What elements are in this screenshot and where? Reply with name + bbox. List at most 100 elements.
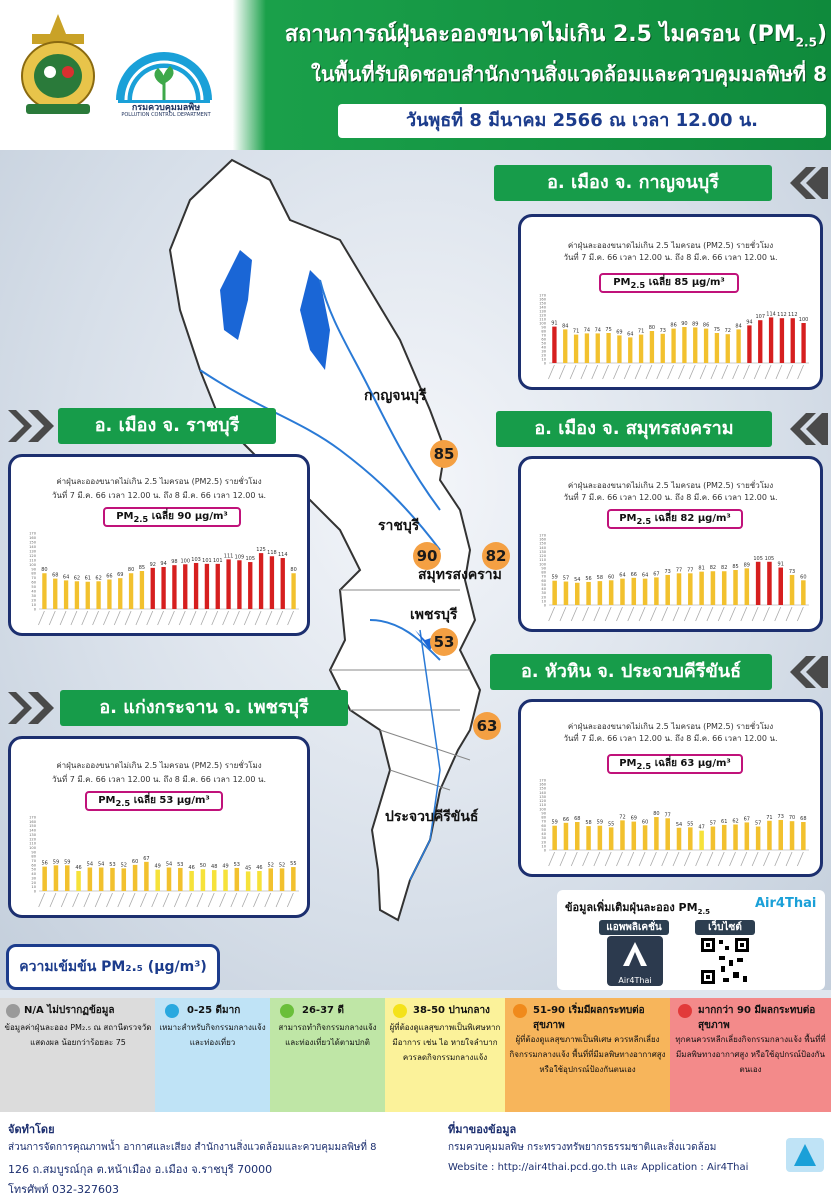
x-tick-label (264, 892, 272, 908)
x-tick-label (49, 892, 57, 908)
legend-very-good: 0-25 ดีมาก เหมาะสำหรับกิจกรรมกลางแจ้ง แล… (155, 998, 270, 1112)
qr-code-icon[interactable] (699, 936, 751, 986)
x-tick-label (178, 610, 186, 626)
bar-value-label: 68 (574, 816, 580, 822)
avg-box: PM2.5 เฉลี่ย 53 µg/m³ (85, 791, 223, 811)
chart-bar (688, 827, 693, 850)
bar-value-label: 94 (160, 561, 166, 567)
chart-bar (183, 564, 188, 609)
chart-bar (76, 870, 81, 891)
chart-bar (755, 561, 761, 605)
bar-value-label: 55 (687, 821, 693, 827)
y-tick-label: 100 (29, 563, 37, 567)
y-tick-label: 140 (539, 306, 547, 310)
x-tick-label (683, 606, 691, 622)
y-tick-label: 140 (29, 545, 37, 549)
footer-right-line2[interactable]: Website : http://air4thai.pcd.go.th และ … (448, 1162, 749, 1173)
legend-head: มากกว่า 90 มีผลกระทบต่อสุขภาพ (698, 1005, 816, 1031)
x-tick-label (117, 892, 125, 908)
chart-bar (758, 320, 763, 363)
x-tick-label (92, 610, 99, 626)
app-icon[interactable]: Air4Thai (607, 936, 663, 986)
banner-samut: อ. เมือง จ. สมุทรสงคราม (496, 411, 772, 447)
x-tick-label (775, 364, 783, 380)
bar-value-label: 80 (653, 811, 659, 817)
x-tick-label (222, 610, 229, 626)
web-label[interactable]: เว็บไซต์ (695, 920, 755, 935)
bar-value-label: 85 (732, 564, 738, 570)
y-tick-label: 80 (31, 855, 36, 859)
y-tick-label: 120 (29, 837, 37, 841)
bar-value-label: 77 (687, 567, 693, 573)
x-tick-label (559, 606, 567, 622)
y-tick-label: 50 (541, 583, 546, 587)
chart-bar (563, 581, 569, 605)
chart-title: ค่าฝุ่นละอองขนาดไม่เกิน 2.5 ไมครอน (PM2.… (567, 481, 774, 490)
chart-bar (617, 335, 622, 363)
chart-bar (747, 325, 752, 363)
bar-value-label: 54 (574, 577, 580, 583)
chart-subtitle: วันที่ 7 มี.ค. 66 เวลา 12.00 น. ถึง 8 มี… (563, 253, 778, 262)
bar-value-label: 67 (744, 816, 750, 822)
chart-bar (586, 826, 591, 850)
bar-value-label: 80 (290, 567, 296, 573)
chart-bar (65, 865, 70, 891)
y-tick-label: 120 (29, 554, 37, 558)
y-tick-label: 100 (29, 846, 37, 850)
y-tick-label: 30 (541, 836, 546, 840)
chart-bar (575, 822, 580, 850)
chart-bar (268, 868, 273, 891)
x-tick-label (729, 606, 736, 622)
bar-value-label: 61 (85, 576, 91, 582)
chart-bar (654, 577, 659, 605)
legend-body: สามารถทำกิจกรรมกลางแจ้ง และท่องเที่ยวได้… (278, 1023, 377, 1047)
bar-value-label: 59 (53, 859, 59, 865)
chart-bar (234, 867, 240, 891)
chart-bar (155, 869, 160, 891)
chart-bar (53, 865, 59, 891)
x-tick-label (569, 364, 577, 380)
x-tick-label (135, 610, 143, 626)
bar-value-label: 64 (642, 573, 648, 579)
chart-bar (63, 580, 69, 609)
x-tick-label (627, 606, 635, 622)
x-tick-label (613, 364, 620, 380)
y-tick-label: 130 (539, 550, 547, 554)
x-tick-label (638, 851, 646, 867)
bar-value-label: 53 (109, 862, 115, 868)
x-tick-label (157, 610, 164, 626)
chart-bar (223, 869, 228, 891)
chart-bar (132, 864, 138, 891)
bar-value-label: 59 (64, 859, 70, 865)
y-tick-label: 20 (541, 595, 546, 599)
y-tick-label: 160 (539, 783, 547, 787)
chart-title: ค่าฝุ่นละอองขนาดไม่เกิน 2.5 ไมครอน (PM2.… (56, 761, 262, 770)
y-tick-label: 0 (544, 604, 547, 608)
x-tick-label (211, 610, 219, 626)
chart-bar (595, 333, 600, 363)
legend-head: 38-50 ปานกลาง (413, 1005, 490, 1016)
chart-bar (257, 870, 262, 891)
x-tick-label (196, 892, 204, 908)
x-tick-label (548, 851, 556, 867)
chart-bar (733, 824, 738, 850)
bar-value-label: 59 (597, 820, 603, 826)
y-tick-label: 90 (541, 326, 546, 330)
x-tick-label (785, 606, 793, 622)
y-tick-label: 60 (541, 338, 546, 342)
bar-value-label: 101 (202, 558, 212, 564)
y-tick-label: 100 (539, 322, 547, 326)
chart-bar (204, 563, 210, 609)
x-tick-label (48, 610, 56, 626)
y-tick-label: 60 (541, 579, 546, 583)
chart-bar (87, 867, 93, 891)
x-tick-label (593, 851, 601, 867)
x-tick-label (146, 610, 154, 626)
y-tick-label: 110 (29, 842, 37, 846)
bar-value-label: 67 (653, 571, 659, 577)
x-tick-label (763, 851, 770, 867)
chart-bar (649, 331, 655, 363)
chart-bar (665, 818, 670, 850)
chart-bar (552, 326, 557, 363)
chart-bar (245, 871, 251, 891)
